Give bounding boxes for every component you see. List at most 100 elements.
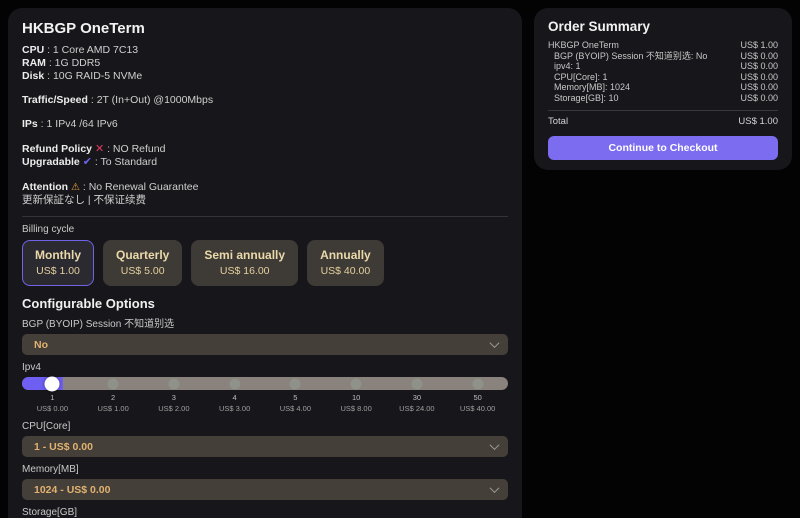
bgp-session-value: No bbox=[34, 338, 48, 351]
ipv4-label: Ipv4 bbox=[22, 362, 41, 373]
summary-row-label: BGP (BYOIP) Session 不知道别选: No bbox=[554, 50, 708, 61]
memory-label: Memory[MB] bbox=[22, 464, 79, 475]
slider-tick: 50 US$ 40.00 bbox=[460, 393, 495, 413]
refund-policy-line: Refund Policy ✕ : NO Refund bbox=[22, 143, 508, 156]
spec-ips-value: : 1 IPv4 /64 IPv6 bbox=[37, 118, 118, 130]
summary-row-price: US$ 0.00 bbox=[740, 71, 778, 82]
product-config-card: HKBGP OneTerm CPU : 1 Core AMD 7C13 RAM … bbox=[8, 8, 522, 518]
billing-cycle-group: Monthly US$ 1.00 Quarterly US$ 5.00 Semi… bbox=[22, 240, 508, 286]
cpu-core-value: 1 - US$ 0.00 bbox=[34, 440, 93, 453]
tick-price: US$ 4.00 bbox=[279, 404, 312, 413]
spec-disk: Disk : 10G RAID-5 NVMe bbox=[22, 70, 508, 83]
summary-row-label: Memory[MB]: 1024 bbox=[554, 82, 631, 93]
memory-value: 1024 - US$ 0.00 bbox=[34, 483, 111, 496]
tick-qty: 50 bbox=[473, 393, 482, 402]
warning-icon: ⚠ bbox=[71, 182, 80, 193]
attention-note: 更新保証なし | 不保证续费 bbox=[22, 194, 147, 206]
bgp-session-select[interactable]: No bbox=[22, 334, 508, 355]
slider-thumb[interactable] bbox=[44, 376, 60, 391]
billing-option-price: US$ 16.00 bbox=[219, 265, 270, 277]
summary-row-price: US$ 0.00 bbox=[740, 50, 778, 61]
order-summary-title: Order Summary bbox=[548, 19, 651, 34]
total-row: Total US$ 1.00 bbox=[548, 116, 778, 127]
product-title: HKBGP OneTerm bbox=[22, 20, 145, 37]
billing-option-name: Monthly bbox=[35, 248, 81, 262]
summary-row-price: US$ 0.00 bbox=[740, 61, 778, 72]
slider-stop-dot bbox=[350, 378, 362, 389]
slider-stop-dot bbox=[107, 378, 119, 389]
tick-price: US$ 24.00 bbox=[399, 404, 435, 413]
cpu-core-select[interactable]: 1 - US$ 0.00 bbox=[22, 436, 508, 457]
tick-price: US$ 3.00 bbox=[218, 404, 251, 413]
summary-row-storage: Storage[GB]: 10 US$ 0.00 bbox=[548, 92, 778, 104]
spec-disk-label: Disk bbox=[22, 70, 45, 82]
tick-price: US$ 1.00 bbox=[97, 404, 129, 413]
tick-qty: 4 bbox=[232, 393, 237, 402]
spec-traffic: Traffic/Speed : 2T (In+Out) @1000Mbps bbox=[22, 94, 508, 107]
slider-stop-dot bbox=[168, 378, 180, 389]
tick-qty: 3 bbox=[171, 393, 176, 402]
chevron-down-icon bbox=[489, 483, 500, 494]
spec-cpu: CPU : 1 Core AMD 7C13 bbox=[22, 44, 508, 57]
chevron-down-icon bbox=[489, 440, 500, 451]
spec-ips-label: IPs bbox=[22, 118, 38, 130]
attention-label: Attention bbox=[22, 181, 69, 193]
slider-tick: 30 US$ 24.00 bbox=[399, 393, 434, 413]
tick-qty: 5 bbox=[293, 393, 298, 402]
slider-stop-dot bbox=[472, 378, 484, 389]
slider-tick: 4 US$ 3.00 bbox=[219, 393, 250, 413]
x-icon: ✕ bbox=[94, 143, 105, 155]
tick-qty: 30 bbox=[412, 393, 422, 402]
total-label: Total bbox=[548, 115, 569, 127]
summary-row-price: US$ 0.00 bbox=[740, 82, 778, 93]
upgradable-value: : To Standard bbox=[91, 156, 158, 168]
continue-to-checkout-button[interactable]: Continue to Checkout bbox=[548, 135, 778, 160]
spec-traffic-label: Traffic/Speed bbox=[22, 94, 88, 106]
tick-price: US$ 8.00 bbox=[340, 404, 372, 413]
slider-track[interactable] bbox=[22, 376, 508, 391]
check-icon: ✔ bbox=[82, 156, 92, 168]
summary-row-ipv4: ipv4: 1 US$ 0.00 bbox=[548, 62, 778, 72]
spec-traffic-value: : 2T (In+Out) @1000Mbps bbox=[87, 94, 214, 106]
tick-qty: 1 bbox=[50, 393, 55, 402]
spec-cpu-label: CPU bbox=[22, 44, 45, 56]
tick-price: US$ 2.00 bbox=[158, 404, 190, 413]
summary-row-price: US$ 1.00 bbox=[740, 40, 778, 50]
summary-row-label: CPU[Core]: 1 bbox=[554, 71, 608, 82]
tick-qty: 10 bbox=[351, 393, 361, 402]
billing-cycle-label: Billing cycle bbox=[22, 224, 75, 235]
spec-ips: IPs : 1 IPv4 /64 IPv6 bbox=[22, 118, 508, 131]
billing-option-name: Semi annually bbox=[204, 248, 286, 262]
bgp-session-label: BGP (BYOIP) Session 不知道别选 bbox=[22, 319, 175, 330]
section-divider bbox=[22, 216, 508, 217]
spec-disk-value: : 10G RAID-5 NVMe bbox=[44, 70, 143, 82]
spec-ram-label: RAM bbox=[22, 57, 46, 69]
billing-option-monthly[interactable]: Monthly US$ 1.00 bbox=[22, 240, 94, 286]
spec-ram-value: : 1G DDR5 bbox=[45, 57, 101, 69]
summary-row-bgp: BGP (BYOIP) Session 不知道别选: No US$ 0.00 bbox=[548, 50, 778, 62]
refund-policy-label: Refund Policy bbox=[22, 143, 93, 155]
billing-option-price: US$ 5.00 bbox=[120, 265, 165, 277]
storage-label: Storage[GB] bbox=[22, 507, 78, 518]
total-price: US$ 1.00 bbox=[738, 115, 778, 127]
configurable-options-heading: Configurable Options bbox=[22, 296, 155, 311]
slider-tick: 2 US$ 1.00 bbox=[97, 393, 128, 413]
summary-row-product: HKBGP OneTerm US$ 1.00 bbox=[548, 40, 778, 51]
summary-row-cpu: CPU[Core]: 1 US$ 0.00 bbox=[548, 71, 778, 83]
attention-line: Attention ⚠ : No Renewal Guarantee bbox=[22, 181, 508, 194]
summary-row-label: Storage[GB]: 10 bbox=[554, 92, 619, 103]
chevron-down-icon bbox=[489, 338, 500, 349]
billing-option-semi-annually[interactable]: Semi annually US$ 16.00 bbox=[191, 240, 299, 286]
billing-option-quarterly[interactable]: Quarterly US$ 5.00 bbox=[103, 240, 183, 286]
upgradable-line: Upgradable ✔ : To Standard bbox=[22, 156, 508, 169]
slider-tick: 10 US$ 8.00 bbox=[340, 393, 371, 413]
summary-divider bbox=[548, 109, 778, 111]
attention-value: : No Renewal Guarantee bbox=[79, 181, 199, 193]
slider-stop-dot bbox=[289, 378, 301, 389]
memory-select[interactable]: 1024 - US$ 0.00 bbox=[22, 479, 508, 500]
cpu-core-label: CPU[Core] bbox=[22, 421, 71, 432]
billing-option-price: US$ 1.00 bbox=[36, 265, 80, 277]
billing-option-annually[interactable]: Annually US$ 40.00 bbox=[307, 240, 384, 286]
refund-policy-value: : NO Refund bbox=[104, 143, 166, 155]
